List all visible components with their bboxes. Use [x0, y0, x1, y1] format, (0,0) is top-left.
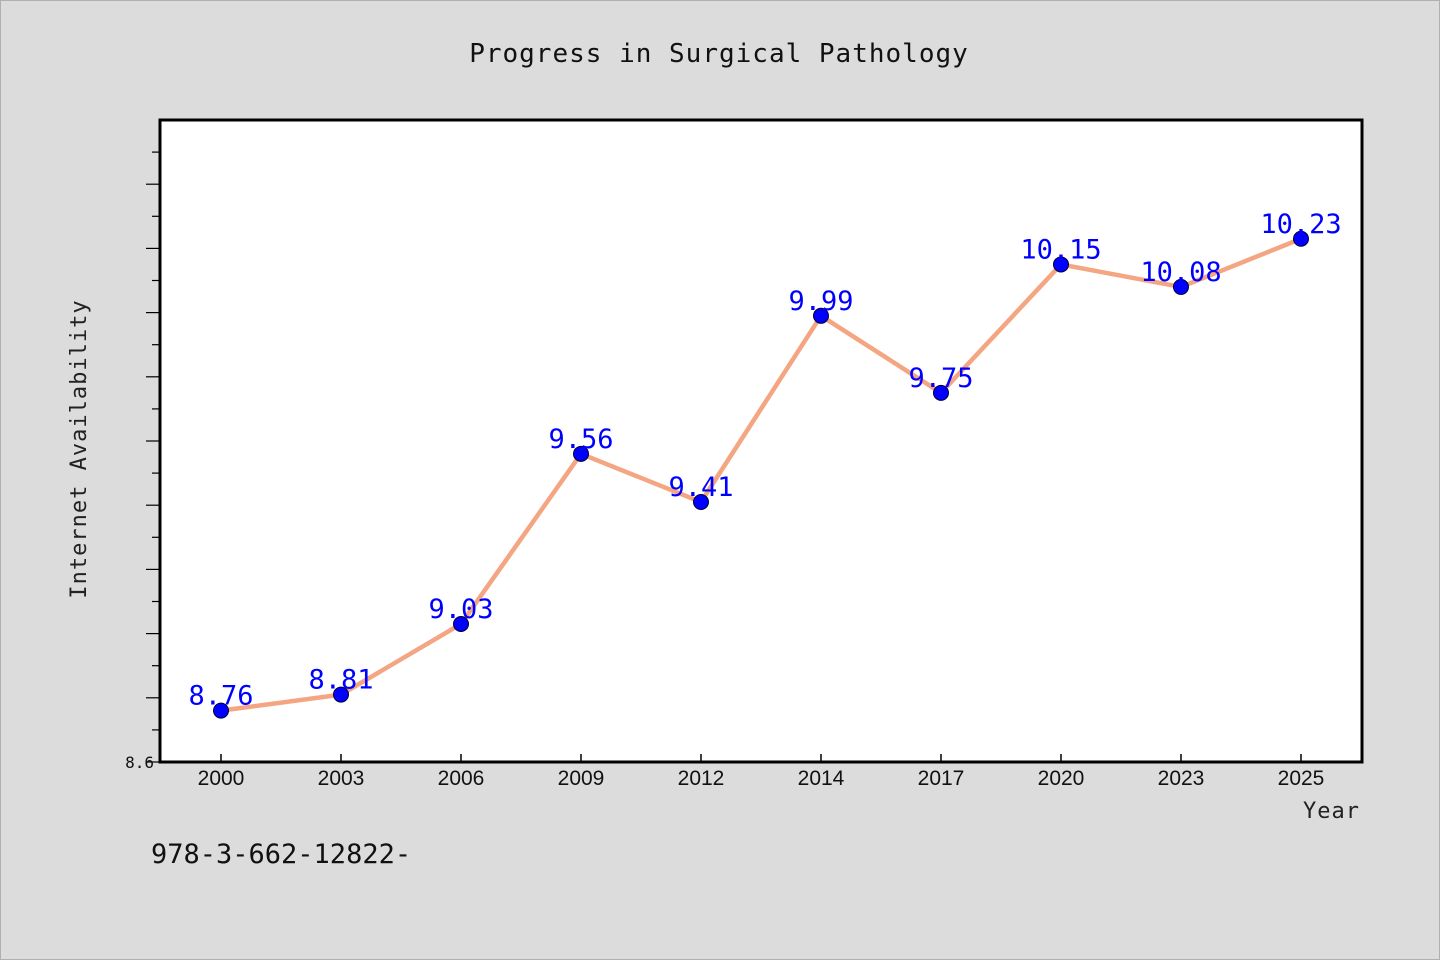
data-point — [453, 615, 469, 632]
data-label: 9.56 — [548, 424, 613, 455]
data-point — [1293, 230, 1309, 247]
x-tick-label: 2023 — [1158, 767, 1205, 790]
data-label: 9.75 — [908, 363, 973, 394]
y-axis-label: Internet Availability — [67, 299, 92, 598]
data-point — [1053, 256, 1069, 273]
data-label: 8.81 — [308, 665, 373, 696]
data-point — [933, 384, 949, 401]
series-group: 8.76 8.81 9.03 9.56 9.41 9.99 9.75 10.15 10.08 10… — [188, 209, 1342, 719]
data-point — [813, 307, 829, 324]
plot-area — [158, 118, 1364, 764]
y-axis-ticks: 8.6 — [125, 151, 160, 772]
data-point — [573, 445, 589, 462]
x-tick-label: 2025 — [1278, 767, 1325, 790]
chart-title: Progress in Surgical Pathology — [469, 39, 969, 69]
data-label: 9.03 — [428, 594, 493, 625]
data-label: 9.41 — [668, 472, 733, 503]
data-point — [213, 702, 229, 719]
data-label: 8.76 — [188, 681, 253, 712]
data-point — [1173, 278, 1189, 295]
y-tick-label: 8.6 — [125, 753, 154, 772]
x-tick-label: 2000 — [198, 767, 245, 790]
x-axis-label: Year — [1303, 799, 1360, 824]
x-tick-label: 2017 — [918, 767, 965, 790]
x-tick-label: 2020 — [1038, 767, 1085, 790]
data-point — [693, 493, 709, 510]
data-point — [333, 686, 349, 703]
x-tick-label: 2003 — [318, 767, 365, 790]
data-label: 10.15 — [1020, 234, 1101, 265]
series-line — [220, 236, 1302, 713]
x-tick-label: 2006 — [438, 767, 485, 790]
data-label: 9.99 — [788, 286, 853, 317]
x-axis-ticks: 2000 2003 2006 2009 2012 2014 2017 2020 2023 2025 — [198, 754, 1325, 790]
x-tick-label: 2012 — [678, 767, 725, 790]
x-tick-label: 2014 — [798, 767, 845, 790]
x-tick-label: 2009 — [558, 767, 605, 790]
data-label: 10.23 — [1260, 209, 1341, 240]
footer-code: 978-3-662-12822- — [151, 839, 411, 870]
data-label: 10.08 — [1140, 257, 1221, 288]
